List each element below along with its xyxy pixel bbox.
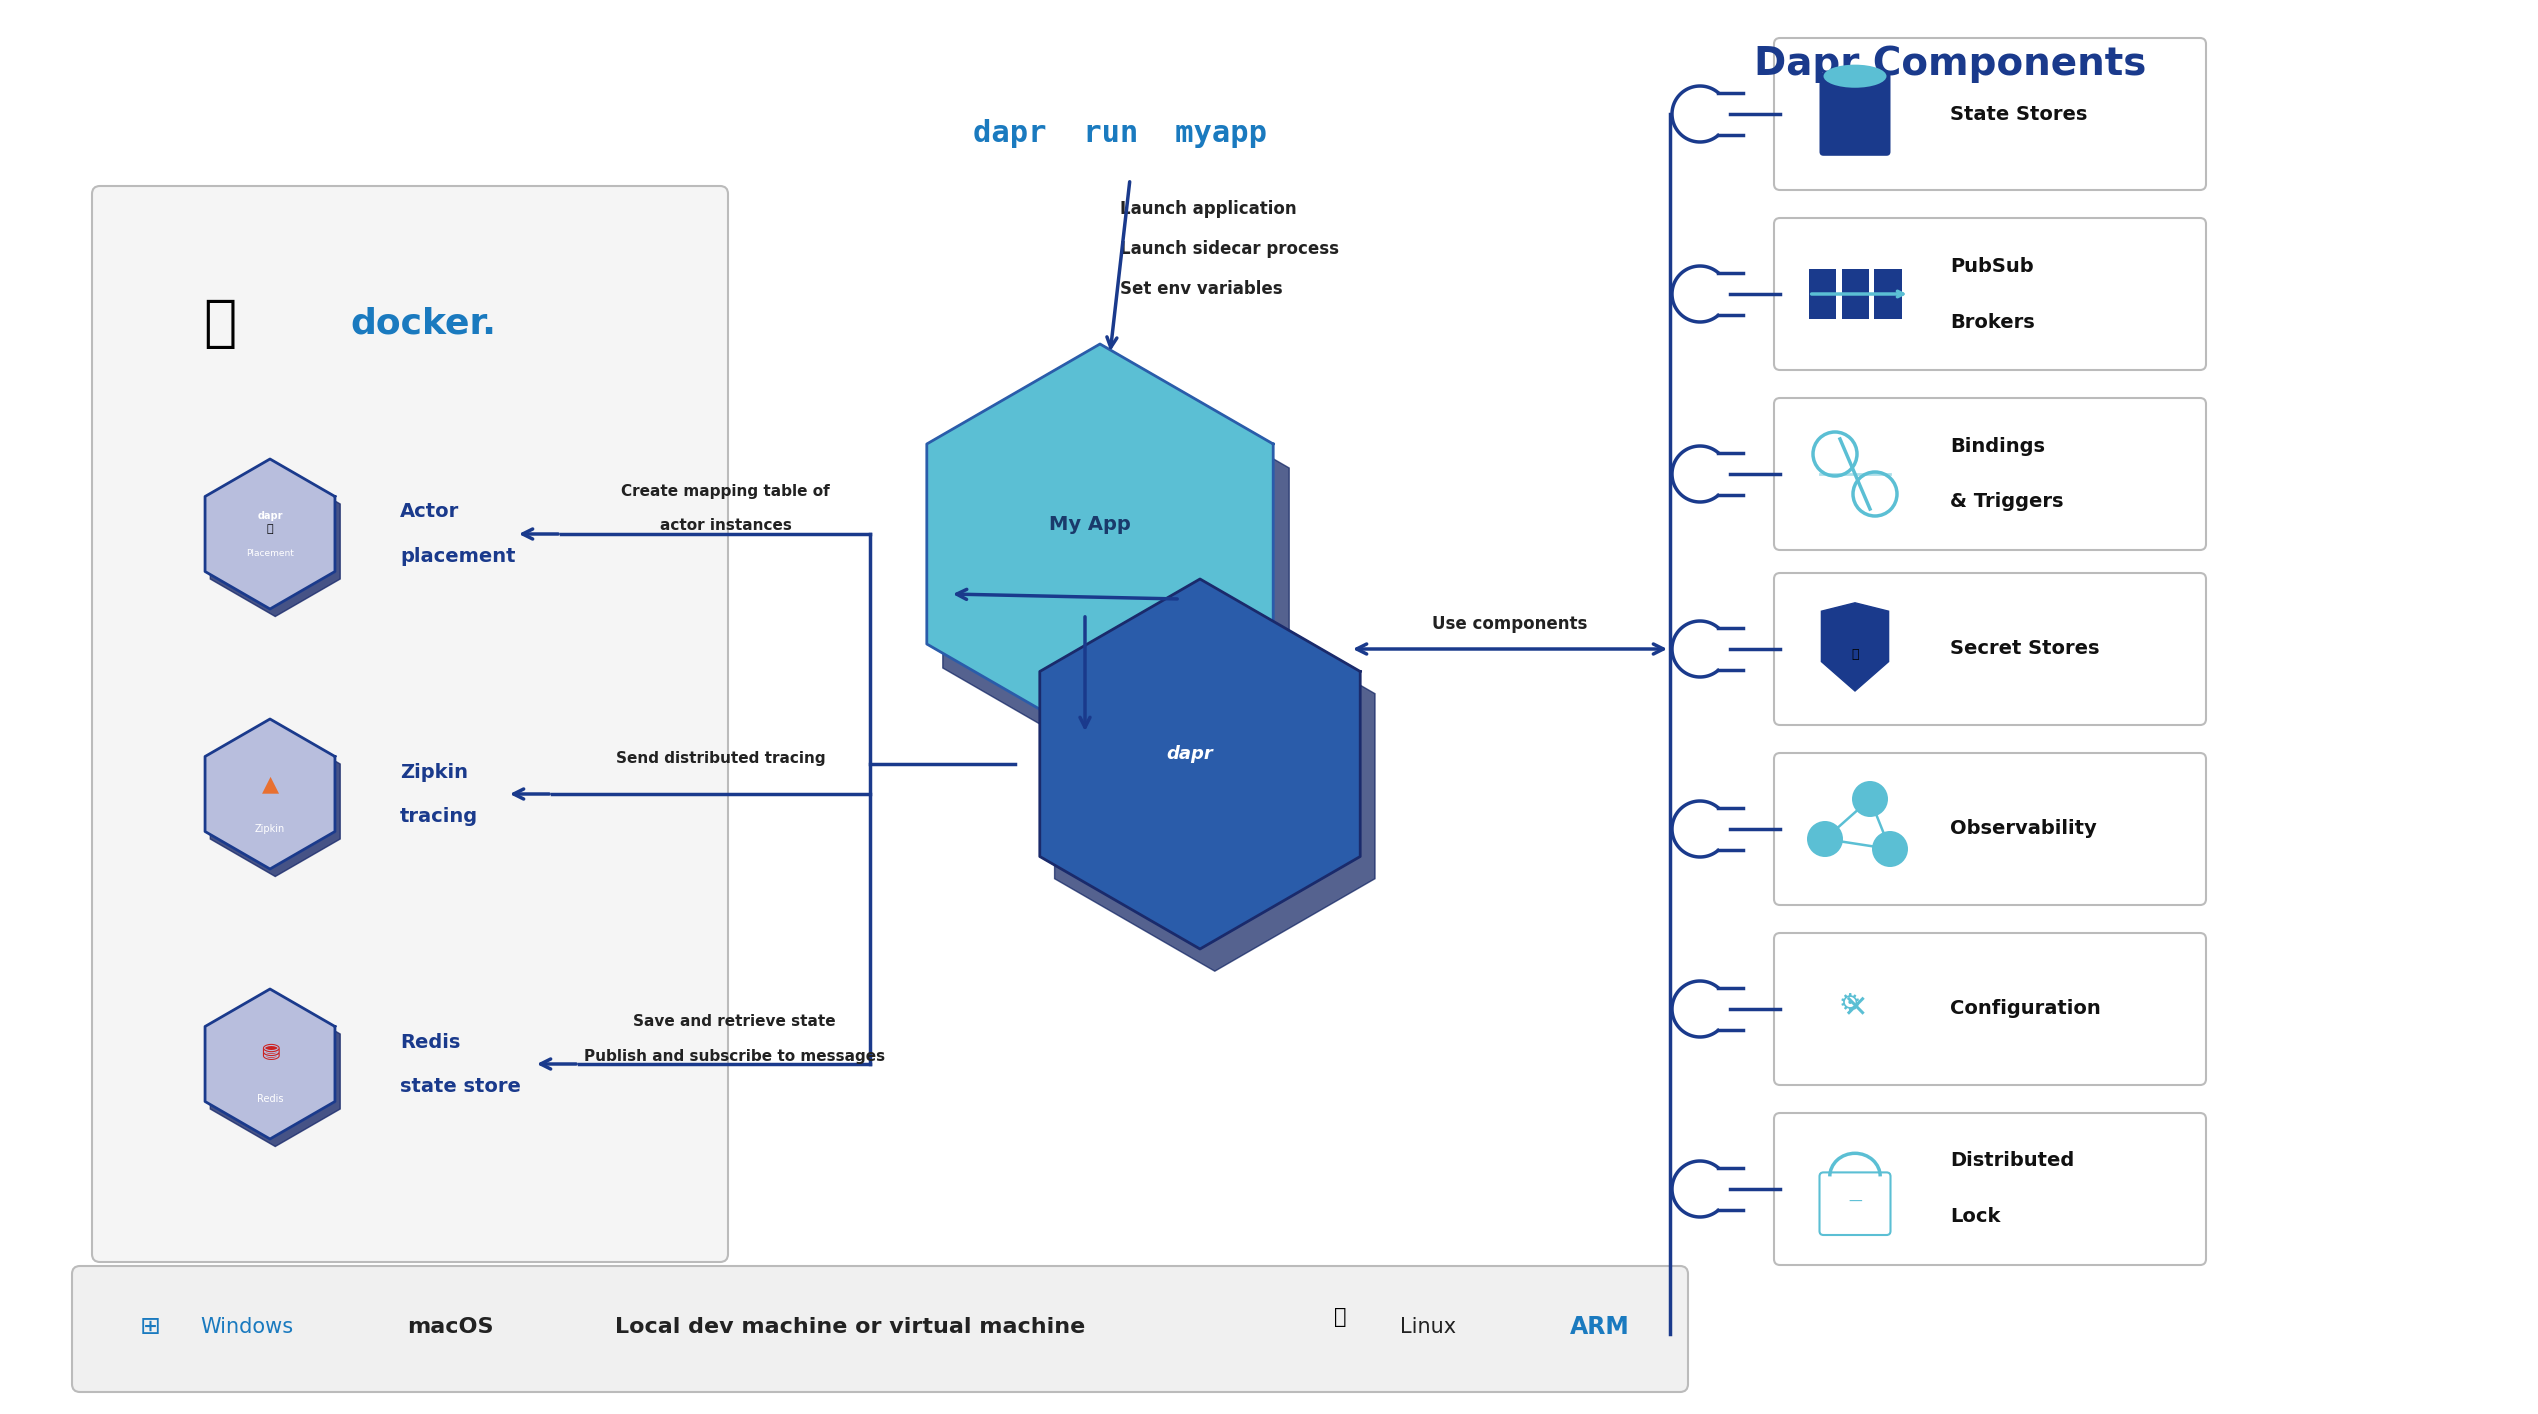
Text: Dapr Components: Dapr Components — [1754, 45, 2147, 83]
Polygon shape — [211, 467, 340, 617]
Text: My App: My App — [1048, 515, 1132, 533]
Text: dapr: dapr — [1167, 745, 1213, 764]
Text: ▲: ▲ — [261, 773, 279, 795]
Polygon shape — [926, 344, 1274, 744]
Text: dapr: dapr — [256, 510, 282, 520]
Text: Local dev machine or virtual machine: Local dev machine or virtual machine — [614, 1316, 1086, 1338]
Text: ⚙: ⚙ — [1840, 993, 1860, 1017]
Text: Save and retrieve state: Save and retrieve state — [632, 1014, 835, 1029]
Text: actor instances: actor instances — [660, 519, 792, 533]
Text: dapr  run  myapp: dapr run myapp — [972, 120, 1266, 148]
FancyBboxPatch shape — [1820, 72, 1891, 156]
Text: Observability: Observability — [1949, 820, 2096, 839]
FancyBboxPatch shape — [1774, 1113, 2206, 1266]
Text: PubSub: PubSub — [1949, 256, 2033, 276]
Text: Secret Stores: Secret Stores — [1949, 639, 2099, 659]
FancyBboxPatch shape — [1820, 1172, 1891, 1234]
Text: Redis: Redis — [256, 1094, 284, 1104]
Text: state store: state store — [401, 1076, 520, 1096]
Text: & Triggers: & Triggers — [1949, 492, 2063, 512]
FancyBboxPatch shape — [1774, 38, 2206, 189]
Text: ✕: ✕ — [1843, 994, 1868, 1024]
Circle shape — [1873, 831, 1909, 867]
FancyBboxPatch shape — [1876, 269, 1901, 320]
Text: Zipkin: Zipkin — [401, 762, 467, 782]
Text: Publish and subscribe to messages: Publish and subscribe to messages — [584, 1049, 886, 1063]
FancyBboxPatch shape — [1774, 573, 2206, 725]
Polygon shape — [211, 997, 340, 1147]
Text: Redis: Redis — [401, 1032, 459, 1052]
Text: Set env variables: Set env variables — [1119, 280, 1282, 298]
Text: —: — — [1848, 1195, 1863, 1209]
Text: ARM: ARM — [1571, 1315, 1629, 1339]
FancyBboxPatch shape — [71, 1266, 1688, 1391]
Text: docker.: docker. — [350, 307, 495, 341]
Text: Distributed: Distributed — [1949, 1151, 2074, 1171]
Polygon shape — [211, 727, 340, 877]
Circle shape — [1853, 781, 1888, 817]
FancyBboxPatch shape — [91, 187, 728, 1263]
Text: Zipkin: Zipkin — [254, 824, 284, 834]
Text: Configuration: Configuration — [1949, 1000, 2101, 1018]
Text: ⊞: ⊞ — [140, 1315, 160, 1339]
Text: Placement: Placement — [246, 550, 294, 559]
Text: Launch application: Launch application — [1119, 199, 1297, 218]
Text: 🐋: 🐋 — [203, 297, 236, 351]
Polygon shape — [206, 988, 335, 1140]
Polygon shape — [1056, 601, 1376, 971]
Text: State Stores: State Stores — [1949, 105, 2086, 123]
Circle shape — [1807, 822, 1843, 857]
Text: Send distributed tracing: Send distributed tracing — [617, 751, 825, 766]
Text: 🐧: 🐧 — [1335, 1307, 1345, 1326]
Text: macOS: macOS — [406, 1316, 492, 1338]
FancyBboxPatch shape — [1774, 397, 2206, 550]
Polygon shape — [942, 368, 1289, 768]
Text: Use components: Use components — [1431, 615, 1589, 633]
Text: 🎩: 🎩 — [266, 525, 274, 534]
Polygon shape — [206, 460, 335, 609]
Text: Bindings: Bindings — [1949, 437, 2046, 455]
Polygon shape — [206, 718, 335, 870]
Text: Brokers: Brokers — [1949, 312, 2035, 331]
FancyBboxPatch shape — [1843, 269, 1868, 320]
Text: tracing: tracing — [401, 806, 477, 826]
Text: Lock: Lock — [1949, 1208, 2000, 1226]
Polygon shape — [1822, 602, 1888, 691]
FancyBboxPatch shape — [1774, 218, 2206, 370]
Text: placement: placement — [401, 546, 515, 566]
Text: ⛃: ⛃ — [261, 1044, 279, 1063]
Text: 🔑: 🔑 — [1850, 648, 1858, 660]
FancyBboxPatch shape — [1810, 269, 1835, 320]
FancyBboxPatch shape — [1774, 933, 2206, 1085]
Text: Windows: Windows — [201, 1316, 292, 1338]
Polygon shape — [1041, 578, 1360, 949]
Ellipse shape — [1822, 65, 1886, 88]
Text: Launch sidecar process: Launch sidecar process — [1119, 240, 1340, 257]
Text: Linux: Linux — [1401, 1316, 1457, 1338]
FancyBboxPatch shape — [1774, 754, 2206, 905]
Text: Create mapping table of: Create mapping table of — [622, 485, 830, 499]
Text: Actor: Actor — [401, 502, 459, 522]
